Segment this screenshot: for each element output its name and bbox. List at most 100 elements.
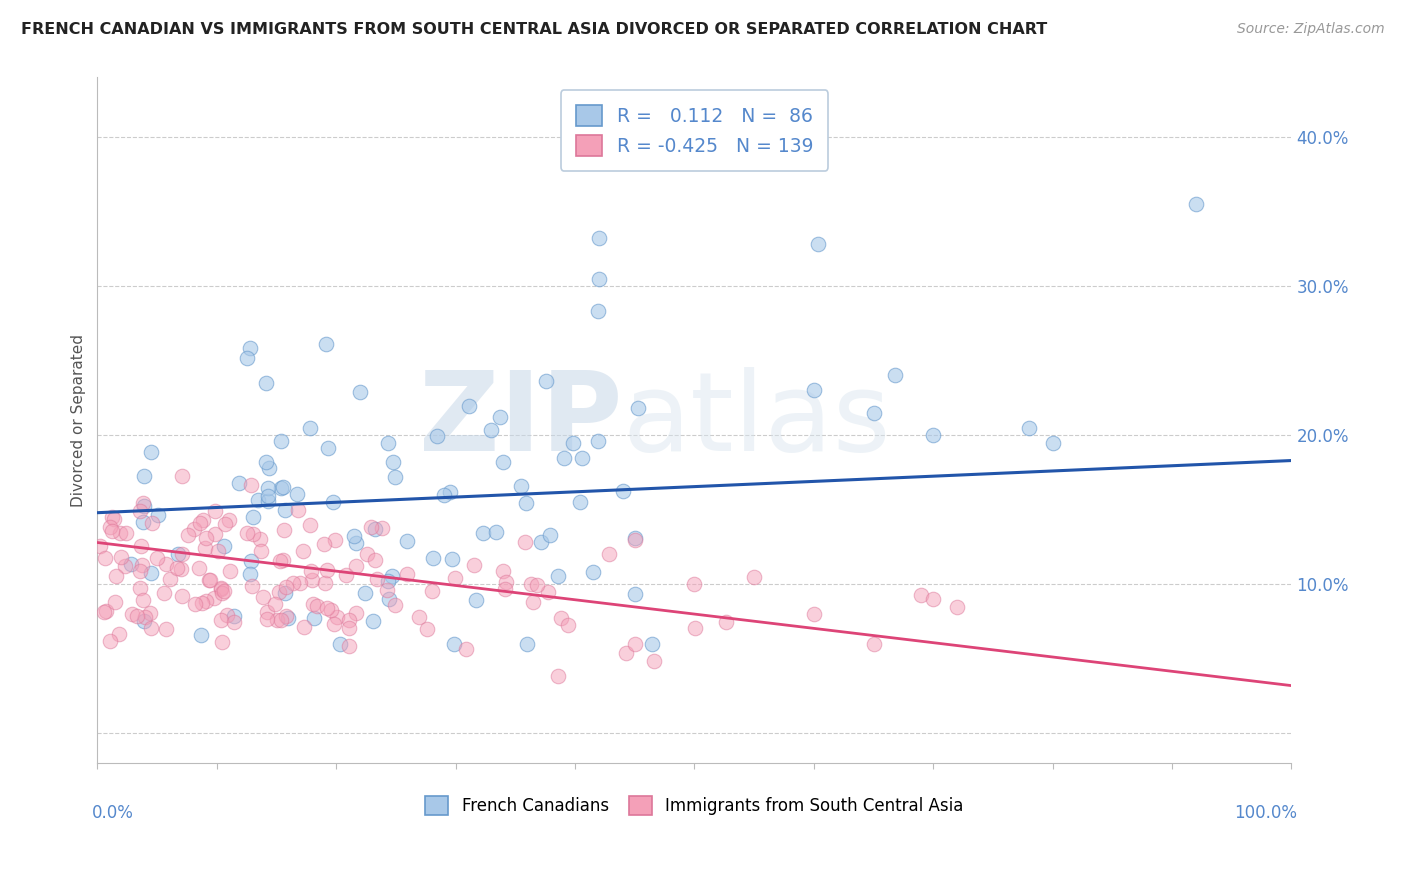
Point xyxy=(344,558,367,573)
Point xyxy=(538,528,561,542)
Text: 100.0%: 100.0% xyxy=(1234,805,1298,822)
Point xyxy=(271,480,294,494)
Point xyxy=(273,586,295,600)
Point xyxy=(356,547,378,561)
Point xyxy=(479,423,502,437)
Point xyxy=(277,610,299,624)
Point xyxy=(803,384,825,398)
Point xyxy=(155,557,177,571)
Point xyxy=(104,569,127,583)
Point xyxy=(363,522,385,536)
Point xyxy=(134,614,156,628)
Point xyxy=(381,455,404,469)
Point xyxy=(614,646,637,660)
Point xyxy=(416,623,439,637)
Point xyxy=(215,608,238,623)
Point xyxy=(104,595,127,609)
Point xyxy=(198,573,221,587)
Point xyxy=(155,622,177,636)
Point xyxy=(316,563,339,577)
Point xyxy=(314,575,336,590)
Point xyxy=(193,513,215,527)
Point xyxy=(115,525,138,540)
Point xyxy=(515,534,537,549)
Point xyxy=(550,611,572,625)
Point xyxy=(240,554,263,568)
Point xyxy=(547,668,569,682)
Point xyxy=(121,607,143,621)
Text: 0.0%: 0.0% xyxy=(91,805,134,822)
Point xyxy=(188,560,211,574)
Point xyxy=(191,596,214,610)
Point xyxy=(339,613,361,627)
Point xyxy=(94,550,117,565)
Point xyxy=(266,613,288,627)
Legend: French Canadians, Immigrants from South Central Asia: French Canadians, Immigrants from South … xyxy=(416,788,972,823)
Point xyxy=(323,533,346,547)
Point xyxy=(349,385,371,400)
Point xyxy=(239,341,262,355)
Point xyxy=(131,558,153,572)
Point xyxy=(194,541,217,555)
Point xyxy=(250,543,273,558)
Point xyxy=(526,578,548,592)
Point xyxy=(141,445,163,459)
Point xyxy=(222,609,245,624)
Point xyxy=(292,619,315,633)
Point xyxy=(862,406,884,420)
Point xyxy=(375,583,398,598)
Point xyxy=(586,304,609,318)
Point xyxy=(288,575,311,590)
Point xyxy=(862,637,884,651)
Point xyxy=(287,502,309,516)
Point xyxy=(129,564,152,578)
Point xyxy=(273,523,295,537)
Point xyxy=(489,409,512,424)
Point xyxy=(354,585,377,599)
Point xyxy=(807,236,830,251)
Point xyxy=(1018,421,1040,435)
Point xyxy=(516,637,538,651)
Point xyxy=(485,524,508,539)
Point xyxy=(129,504,152,518)
Point xyxy=(420,584,443,599)
Point xyxy=(627,401,650,415)
Point xyxy=(134,609,156,624)
Point xyxy=(343,529,366,543)
Text: ZIP: ZIP xyxy=(419,367,623,474)
Point xyxy=(568,495,591,509)
Point xyxy=(946,599,969,614)
Point xyxy=(257,489,280,503)
Point xyxy=(132,592,155,607)
Point xyxy=(134,499,156,513)
Y-axis label: Divorced or Separated: Divorced or Separated xyxy=(72,334,86,507)
Point xyxy=(114,559,136,574)
Point xyxy=(884,368,907,382)
Point xyxy=(458,399,481,413)
Point xyxy=(190,627,212,641)
Point xyxy=(302,597,325,611)
Point xyxy=(252,590,274,604)
Point xyxy=(209,582,232,596)
Point xyxy=(98,634,121,648)
Point xyxy=(257,460,280,475)
Point xyxy=(274,581,297,595)
Point xyxy=(534,374,557,388)
Point xyxy=(395,566,418,581)
Point xyxy=(322,495,344,509)
Point xyxy=(557,618,579,632)
Point xyxy=(1185,197,1208,211)
Point xyxy=(207,544,229,558)
Point xyxy=(623,637,645,651)
Point xyxy=(170,547,193,561)
Point xyxy=(228,475,250,490)
Point xyxy=(329,637,352,651)
Point xyxy=(271,553,294,567)
Point xyxy=(211,634,233,648)
Point xyxy=(312,536,335,550)
Point xyxy=(422,551,444,566)
Text: Source: ZipAtlas.com: Source: ZipAtlas.com xyxy=(1237,22,1385,37)
Point xyxy=(492,564,515,578)
Point xyxy=(465,592,488,607)
Point xyxy=(139,566,162,580)
